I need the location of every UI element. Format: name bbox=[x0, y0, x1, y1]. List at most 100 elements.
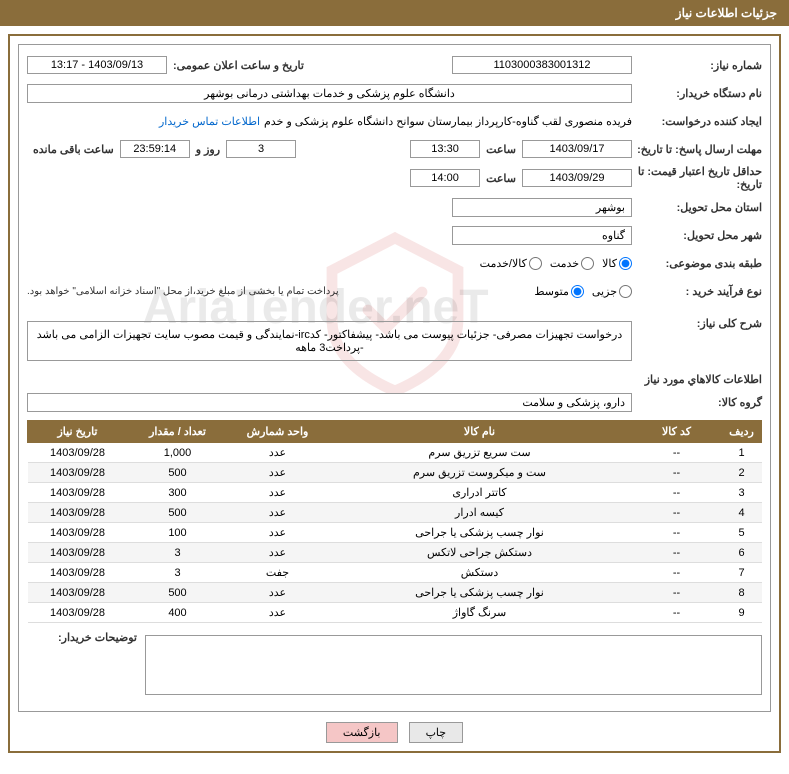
table-row: 5--نوار چسب پزشکی یا جراحیعدد1001403/09/… bbox=[28, 523, 762, 543]
goods-group-value: دارو، پزشکی و سلامت bbox=[27, 393, 632, 412]
response-time-value: 13:30 bbox=[410, 140, 480, 158]
category-radio-group: کالا خدمت کالا/خدمت bbox=[480, 257, 632, 270]
buyer-org-label: نام دستگاه خریدار: bbox=[632, 87, 762, 100]
table-cell: 3 bbox=[128, 563, 228, 583]
payment-note: پرداخت تمام یا بخشی از مبلغ خرید،از محل … bbox=[27, 286, 339, 297]
delivery-city-label: شهر محل تحویل: bbox=[632, 229, 762, 242]
table-row: 6--دستکش جراحی لاتکسعدد31403/09/28 bbox=[28, 543, 762, 563]
buyer-org-value: دانشگاه علوم پزشکی و خدمات بهداشتی درمان… bbox=[27, 84, 632, 103]
need-desc-value: درخواست تجهیزات مصرفی- جزئیات پیوست می ب… bbox=[27, 321, 632, 361]
page-title: جزئیات اطلاعات نیاز bbox=[676, 6, 777, 20]
table-cell: 1,000 bbox=[128, 443, 228, 463]
page-header: جزئیات اطلاعات نیاز bbox=[0, 0, 789, 26]
table-cell: عدد bbox=[228, 503, 328, 523]
table-cell: 1403/09/28 bbox=[28, 443, 128, 463]
table-cell: عدد bbox=[228, 543, 328, 563]
buyer-contact-link[interactable]: اطلاعات تماس خریدار bbox=[159, 115, 260, 128]
table-cell: 3 bbox=[128, 543, 228, 563]
table-cell: 7 bbox=[722, 563, 762, 583]
table-cell: 1 bbox=[722, 443, 762, 463]
goods-info-title: اطلاعات کالاهاي مورد نیاز bbox=[27, 373, 762, 386]
need-desc-label: شرح کلی نیاز: bbox=[632, 317, 762, 330]
main-frame: شماره نیاز: 1103000383001312 تاریخ و ساع… bbox=[8, 34, 781, 753]
goods-group-label: گروه کالا: bbox=[632, 396, 762, 409]
buyer-notes-label: توضیحات خریدار: bbox=[27, 631, 137, 644]
announce-date-value: 1403/09/13 - 13:17 bbox=[27, 56, 167, 74]
table-row: 3--کاتتر ادراریعدد3001403/09/28 bbox=[28, 483, 762, 503]
table-cell: جفت bbox=[228, 563, 328, 583]
table-cell: سرنگ گاواژ bbox=[328, 603, 632, 623]
table-cell: نوار چسب پزشکی یا جراحی bbox=[328, 583, 632, 603]
category-label: طبقه بندی موضوعی: bbox=[632, 257, 762, 270]
table-cell: 500 bbox=[128, 583, 228, 603]
table-cell: -- bbox=[632, 563, 722, 583]
table-cell: عدد bbox=[228, 443, 328, 463]
delivery-city-value: گناوه bbox=[452, 226, 632, 245]
table-cell: -- bbox=[632, 443, 722, 463]
table-cell: -- bbox=[632, 523, 722, 543]
table-cell: نوار چسب پزشکی یا جراحی bbox=[328, 523, 632, 543]
process-radio-group: جزیی متوسط bbox=[534, 285, 632, 298]
back-button[interactable]: بازگشت bbox=[326, 722, 398, 743]
th-date: تاریخ نیاز bbox=[28, 421, 128, 443]
radio-minor[interactable] bbox=[619, 285, 632, 298]
table-cell: 3 bbox=[722, 483, 762, 503]
response-date-value: 1403/09/17 bbox=[522, 140, 632, 158]
table-cell: 1403/09/28 bbox=[28, 503, 128, 523]
radio-minor-label: جزیی bbox=[592, 285, 617, 298]
table-cell: دستکش bbox=[328, 563, 632, 583]
table-cell: -- bbox=[632, 543, 722, 563]
price-validity-label: حداقل تاریخ اعتبار قیمت: تا تاریخ: bbox=[632, 165, 762, 191]
delivery-province-label: استان محل تحویل: bbox=[632, 201, 762, 214]
table-cell: ست و میکروست تزریق سرم bbox=[328, 463, 632, 483]
table-cell: 1403/09/28 bbox=[28, 463, 128, 483]
table-cell: 9 bbox=[722, 603, 762, 623]
th-name: نام کالا bbox=[328, 421, 632, 443]
table-row: 1--ست سریع تزریق سرمعدد1,0001403/09/28 bbox=[28, 443, 762, 463]
table-cell: عدد bbox=[228, 523, 328, 543]
table-cell: ست سریع تزریق سرم bbox=[328, 443, 632, 463]
table-cell: 400 bbox=[128, 603, 228, 623]
table-row: 9--سرنگ گاواژعدد4001403/09/28 bbox=[28, 603, 762, 623]
remaining-days-value: 3 bbox=[226, 140, 296, 158]
table-cell: عدد bbox=[228, 463, 328, 483]
button-row: چاپ بازگشت bbox=[18, 722, 771, 743]
radio-goods-service[interactable] bbox=[529, 257, 542, 270]
delivery-province-value: بوشهر bbox=[452, 198, 632, 217]
table-cell: عدد bbox=[228, 603, 328, 623]
radio-medium-label: متوسط bbox=[534, 285, 569, 298]
table-cell: 1403/09/28 bbox=[28, 483, 128, 503]
table-cell: عدد bbox=[228, 483, 328, 503]
time-label-2: ساعت bbox=[480, 172, 522, 185]
table-cell: 1403/09/28 bbox=[28, 523, 128, 543]
table-cell: کاتتر ادراری bbox=[328, 483, 632, 503]
price-validity-date-value: 1403/09/29 bbox=[522, 169, 632, 187]
table-cell: 1403/09/28 bbox=[28, 543, 128, 563]
print-button[interactable]: چاپ bbox=[409, 722, 464, 743]
table-row: 2--ست و میکروست تزریق سرمعدد5001403/09/2… bbox=[28, 463, 762, 483]
response-deadline-label: مهلت ارسال پاسخ: تا تاریخ: bbox=[632, 143, 762, 156]
time-label-1: ساعت bbox=[480, 143, 522, 156]
table-cell: 1403/09/28 bbox=[28, 563, 128, 583]
buyer-notes-box bbox=[145, 635, 762, 695]
price-validity-time-value: 14:00 bbox=[410, 169, 480, 187]
radio-goods[interactable] bbox=[619, 257, 632, 270]
remaining-hours-label: ساعت باقی مانده bbox=[27, 143, 120, 156]
radio-medium[interactable] bbox=[571, 285, 584, 298]
purchase-process-label: نوع فرآیند خرید : bbox=[632, 285, 762, 298]
table-cell: 1403/09/28 bbox=[28, 583, 128, 603]
details-frame: شماره نیاز: 1103000383001312 تاریخ و ساع… bbox=[18, 44, 771, 712]
table-cell: 100 bbox=[128, 523, 228, 543]
radio-service[interactable] bbox=[581, 257, 594, 270]
table-row: 8--نوار چسب پزشکی یا جراحیعدد5001403/09/… bbox=[28, 583, 762, 603]
table-cell: عدد bbox=[228, 583, 328, 603]
th-unit: واحد شمارش bbox=[228, 421, 328, 443]
goods-table: ردیف کد کالا نام کالا واحد شمارش تعداد /… bbox=[27, 420, 762, 623]
need-number-value: 1103000383001312 bbox=[452, 56, 632, 74]
table-cell: 8 bbox=[722, 583, 762, 603]
table-cell: 6 bbox=[722, 543, 762, 563]
table-cell: -- bbox=[632, 603, 722, 623]
table-row: 4--کیسه ادرارعدد5001403/09/28 bbox=[28, 503, 762, 523]
table-cell: 300 bbox=[128, 483, 228, 503]
th-row: ردیف bbox=[722, 421, 762, 443]
